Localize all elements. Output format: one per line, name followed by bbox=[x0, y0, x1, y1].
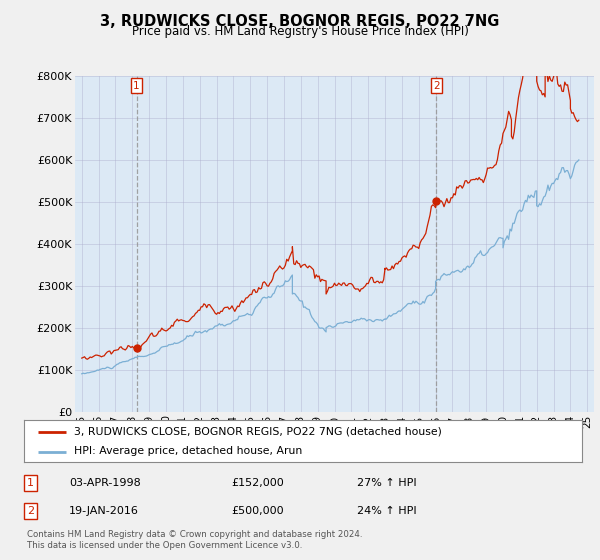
Text: £152,000: £152,000 bbox=[231, 478, 284, 488]
Text: This data is licensed under the Open Government Licence v3.0.: This data is licensed under the Open Gov… bbox=[27, 541, 302, 550]
Text: 27% ↑ HPI: 27% ↑ HPI bbox=[357, 478, 416, 488]
Text: £500,000: £500,000 bbox=[231, 506, 284, 516]
Text: 3, RUDWICKS CLOSE, BOGNOR REGIS, PO22 7NG: 3, RUDWICKS CLOSE, BOGNOR REGIS, PO22 7N… bbox=[100, 14, 500, 29]
Text: 24% ↑ HPI: 24% ↑ HPI bbox=[357, 506, 416, 516]
Text: 2: 2 bbox=[27, 506, 34, 516]
Text: 03-APR-1998: 03-APR-1998 bbox=[69, 478, 141, 488]
Text: 2: 2 bbox=[433, 81, 440, 91]
Text: HPI: Average price, detached house, Arun: HPI: Average price, detached house, Arun bbox=[74, 446, 302, 456]
Text: 1: 1 bbox=[27, 478, 34, 488]
Text: Price paid vs. HM Land Registry's House Price Index (HPI): Price paid vs. HM Land Registry's House … bbox=[131, 25, 469, 38]
Text: Contains HM Land Registry data © Crown copyright and database right 2024.: Contains HM Land Registry data © Crown c… bbox=[27, 530, 362, 539]
Text: 1: 1 bbox=[133, 81, 140, 91]
Text: 19-JAN-2016: 19-JAN-2016 bbox=[69, 506, 139, 516]
Text: 3, RUDWICKS CLOSE, BOGNOR REGIS, PO22 7NG (detached house): 3, RUDWICKS CLOSE, BOGNOR REGIS, PO22 7N… bbox=[74, 427, 442, 437]
